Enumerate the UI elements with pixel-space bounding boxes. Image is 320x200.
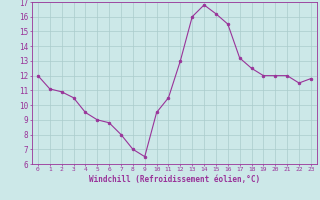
X-axis label: Windchill (Refroidissement éolien,°C): Windchill (Refroidissement éolien,°C): [89, 175, 260, 184]
